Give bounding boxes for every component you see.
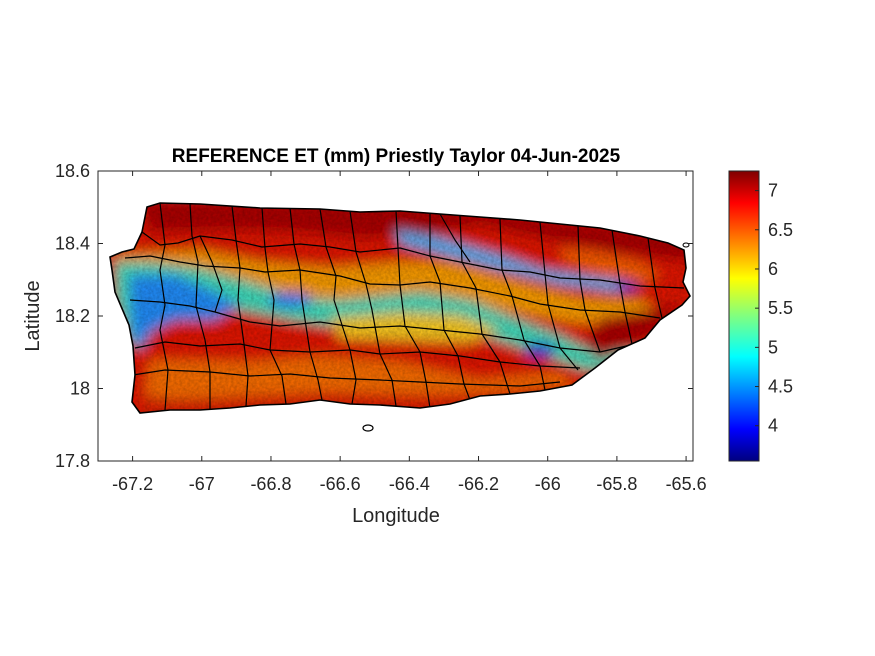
colorbar-tick-label: 6 <box>768 259 778 279</box>
boundary-line <box>231 205 249 407</box>
x-tick-label: -66 <box>535 474 561 494</box>
x-tick-label: -66.2 <box>458 474 499 494</box>
x-axis: -67.2 -67 -66.8 -66.6 -66.4 -66.2 -66 -65.8 -65.… <box>112 171 707 494</box>
y-tick-label: 18.6 <box>55 161 90 181</box>
colorbar-tick-label: 4.5 <box>768 377 793 397</box>
islet <box>362 424 374 432</box>
boundary-line <box>429 214 471 401</box>
colorbar-tick-label: 5.5 <box>768 298 793 318</box>
x-tick-label: -67 <box>189 474 215 494</box>
x-tick-label: -66.4 <box>389 474 430 494</box>
boundary-line <box>159 203 169 411</box>
x-axis-label: Longitude <box>352 505 440 527</box>
x-tick-label: -65.8 <box>596 474 637 494</box>
boundary-line <box>459 215 511 395</box>
boundary-line <box>189 203 211 410</box>
boundary-line <box>647 237 663 319</box>
colorbar-tick-label: 7 <box>768 181 778 201</box>
colorbar-tick-label: 5 <box>768 337 778 357</box>
y-axis-label: Latitude <box>22 280 44 351</box>
boundary-line <box>539 221 579 371</box>
y-axis: 17.8 18 18.2 18.4 18.6 <box>55 161 693 471</box>
municipality-boundaries <box>124 203 685 411</box>
boundary-line <box>199 235 223 313</box>
islet <box>682 242 690 248</box>
chart-title: REFERENCE ET (mm) Priestly Taylor 04-Jun… <box>172 146 621 167</box>
boundary-line <box>319 208 357 405</box>
boundary-line <box>261 207 287 405</box>
colorbar-tick-label: 6.5 <box>768 220 793 240</box>
colorbar-ticks: 4 4.5 5 5.5 6 6.5 7 <box>755 181 793 436</box>
y-tick-label: 18.4 <box>55 234 90 254</box>
colorbar <box>728 170 760 462</box>
y-tick-label: 18 <box>70 379 90 399</box>
boundary-line <box>124 255 661 319</box>
boundary-line <box>439 213 471 263</box>
x-tick-label: -66.8 <box>250 474 291 494</box>
boundary-line <box>129 299 636 353</box>
y-tick-label: 18.2 <box>55 306 90 326</box>
boundary-line <box>132 369 561 387</box>
boundary-line <box>289 207 323 401</box>
y-tick-label: 17.8 <box>55 451 90 471</box>
x-tick-label: -65.6 <box>666 474 707 494</box>
x-tick-label: -67.2 <box>112 474 153 494</box>
colorbar-tick-label: 4 <box>768 416 778 436</box>
island-coastline <box>109 202 691 414</box>
boundary-line <box>395 210 431 409</box>
boundary-line <box>349 210 397 407</box>
boundary-line <box>141 231 685 289</box>
boundary-line <box>611 229 633 345</box>
boundary-line <box>499 218 546 391</box>
x-tick-label: -66.6 <box>320 474 361 494</box>
boundary-line <box>577 225 601 353</box>
